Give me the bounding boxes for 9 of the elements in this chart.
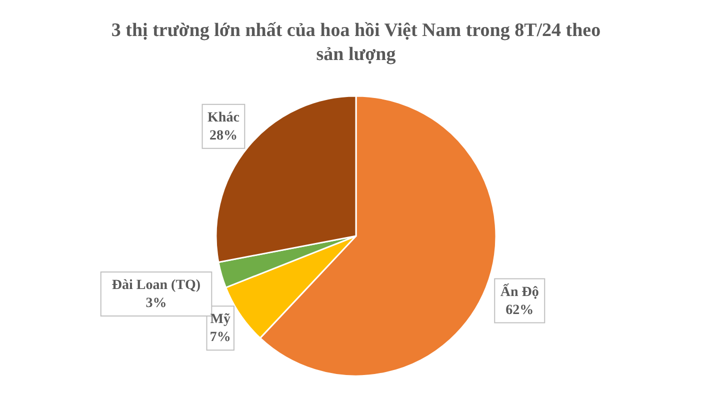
slice-label: Đài Loan (TQ): [112, 278, 201, 294]
slice-label: Mỹ: [210, 312, 230, 328]
slice-label: Khác: [208, 110, 240, 126]
data-label: 62%: [506, 302, 534, 318]
data-label: 7%: [210, 330, 231, 346]
data-label: 3%: [146, 296, 167, 312]
slice-label: Ấn Độ: [500, 282, 539, 300]
data-label: 28%: [209, 128, 238, 144]
chart-title: 3 thị trường lớn nhất của hoa hồi Việt Nam trong 8T/24 theo sản lượng: [111, 20, 601, 65]
